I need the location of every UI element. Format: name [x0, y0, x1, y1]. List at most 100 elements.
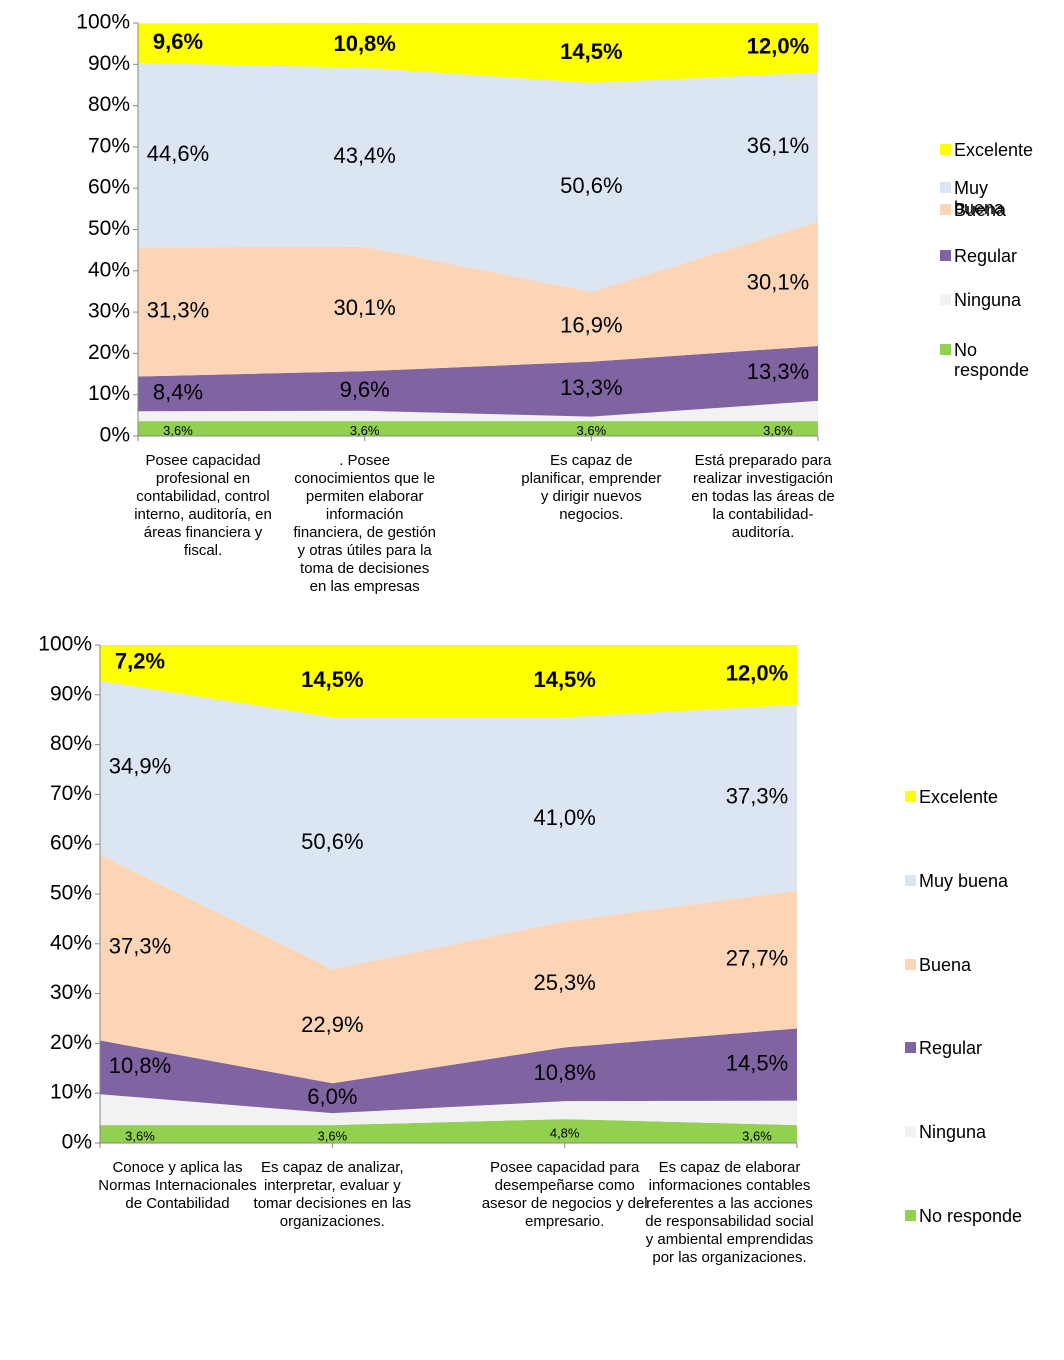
- area-2: [100, 1028, 797, 1114]
- data-label: 36,1%: [747, 133, 809, 158]
- y-tick-label: 100%: [38, 633, 92, 656]
- data-label: 3,6%: [763, 423, 793, 438]
- legend-label: No responde: [954, 340, 1030, 380]
- legend-swatch: [905, 1042, 916, 1053]
- area-3: [138, 221, 818, 377]
- x-tick-label: Es capaz de elaborar informaciones conta…: [645, 1159, 814, 1266]
- legend-item: Regular: [905, 1038, 1064, 1058]
- data-label: 27,7%: [726, 945, 788, 970]
- legend-swatch: [940, 182, 951, 193]
- area-2: [138, 345, 818, 417]
- legend-label: Buena: [919, 955, 972, 975]
- data-label: 30,1%: [333, 295, 395, 320]
- y-tick-label: 40%: [88, 258, 130, 281]
- legend-item: Excelente: [905, 787, 1064, 807]
- y-tick-label: 40%: [50, 931, 92, 954]
- y-tick-label: 70%: [50, 782, 92, 805]
- area-4: [138, 63, 818, 292]
- legend-item: No responde: [940, 340, 1029, 380]
- y-tick-label: 80%: [88, 93, 130, 116]
- data-label: 8,4%: [153, 380, 203, 405]
- area-4: [100, 680, 797, 970]
- legend-item: Excelente: [940, 140, 1033, 160]
- y-tick-label: 50%: [50, 882, 92, 905]
- data-label: 30,1%: [747, 270, 809, 295]
- data-label: 14,5%: [560, 39, 622, 64]
- data-label: 3,6%: [125, 1128, 155, 1143]
- legend-swatch: [905, 875, 916, 886]
- legend-label: Ninguna: [919, 1122, 987, 1142]
- data-label: 9,6%: [340, 377, 390, 402]
- data-label: 31,3%: [147, 298, 209, 323]
- x-tick-label: Posee capacidad para desempeñarse como a…: [481, 1159, 648, 1230]
- data-label: 50,6%: [560, 173, 622, 198]
- data-label: 14,5%: [533, 667, 595, 692]
- y-tick-label: 70%: [88, 134, 130, 157]
- legend-swatch: [940, 344, 951, 355]
- legend-item: Ninguna: [940, 290, 1025, 310]
- data-label: 37,3%: [109, 933, 171, 958]
- data-label: 12,0%: [726, 661, 788, 686]
- y-tick-label: 90%: [88, 52, 130, 75]
- y-tick-label: 60%: [88, 176, 130, 199]
- legend-label: Muy buena: [919, 871, 1009, 891]
- legend-swatch: [905, 959, 916, 970]
- data-label: 10,8%: [533, 1060, 595, 1085]
- legend-label: Excelente: [954, 140, 1034, 160]
- data-label: 13,3%: [560, 375, 622, 400]
- data-label: 37,3%: [726, 783, 788, 808]
- area-1: [138, 400, 818, 422]
- legend-item: Buena: [940, 200, 1025, 220]
- area-5: [100, 645, 797, 718]
- data-label: 7,2%: [115, 649, 165, 674]
- y-tick-label: 20%: [88, 341, 130, 364]
- legend-label: Buena: [954, 200, 1007, 220]
- legend-swatch: [940, 144, 951, 155]
- y-tick-label: 20%: [50, 1031, 92, 1054]
- y-tick-label: 80%: [50, 732, 92, 755]
- data-label: 14,5%: [726, 1050, 788, 1075]
- legend-label: Muy buena: [954, 178, 1005, 218]
- legend-swatch: [940, 294, 951, 305]
- data-label: 12,0%: [747, 34, 809, 59]
- legend-swatch: [905, 1210, 916, 1221]
- y-tick-label: 0%: [62, 1131, 92, 1154]
- legend-item: Muy buena: [905, 871, 1064, 891]
- area-3: [100, 854, 797, 1084]
- data-label: 3,6%: [318, 1128, 348, 1143]
- x-tick-label: Está preparado para realizar investigaci…: [691, 452, 835, 541]
- legend-item: Buena: [905, 955, 1064, 975]
- legend-label: Regular: [919, 1038, 983, 1058]
- data-label: 16,9%: [560, 313, 622, 338]
- legend-item: No responde: [905, 1206, 1064, 1226]
- legend-swatch: [940, 250, 951, 261]
- data-label: 25,3%: [533, 970, 595, 995]
- y-tick-label: 60%: [50, 832, 92, 855]
- legend-item: Regular: [940, 246, 1025, 266]
- y-tick-label: 30%: [88, 300, 130, 323]
- area-1: [100, 1094, 797, 1126]
- legend-swatch: [905, 1126, 916, 1137]
- data-label: 4,8%: [550, 1125, 580, 1140]
- data-label: 44,6%: [147, 141, 209, 166]
- x-tick-label: . Posee conocimientos que le permiten el…: [293, 452, 436, 595]
- legend-swatch: [940, 204, 951, 215]
- legend-label: Ninguna: [954, 290, 1022, 310]
- legend-label: Excelente: [919, 787, 999, 807]
- data-label: 22,9%: [301, 1012, 363, 1037]
- legend-item: Muy buena: [940, 178, 1025, 218]
- x-tick-label: Conoce y aplica las Normas Internacional…: [98, 1159, 257, 1212]
- data-label: 10,8%: [333, 31, 395, 56]
- y-tick-label: 10%: [88, 382, 130, 405]
- area-0: [138, 421, 818, 436]
- x-tick-label: Es capaz de planificar, emprender y diri…: [521, 452, 662, 523]
- x-tick-label: Posee capacidad profesional en contabili…: [134, 452, 272, 559]
- legend-item: Ninguna: [905, 1122, 1064, 1142]
- data-label: 3,6%: [577, 423, 607, 438]
- y-tick-label: 0%: [100, 424, 130, 447]
- y-tick-label: 30%: [50, 981, 92, 1004]
- data-label: 43,4%: [333, 143, 395, 168]
- y-tick-label: 50%: [88, 217, 130, 240]
